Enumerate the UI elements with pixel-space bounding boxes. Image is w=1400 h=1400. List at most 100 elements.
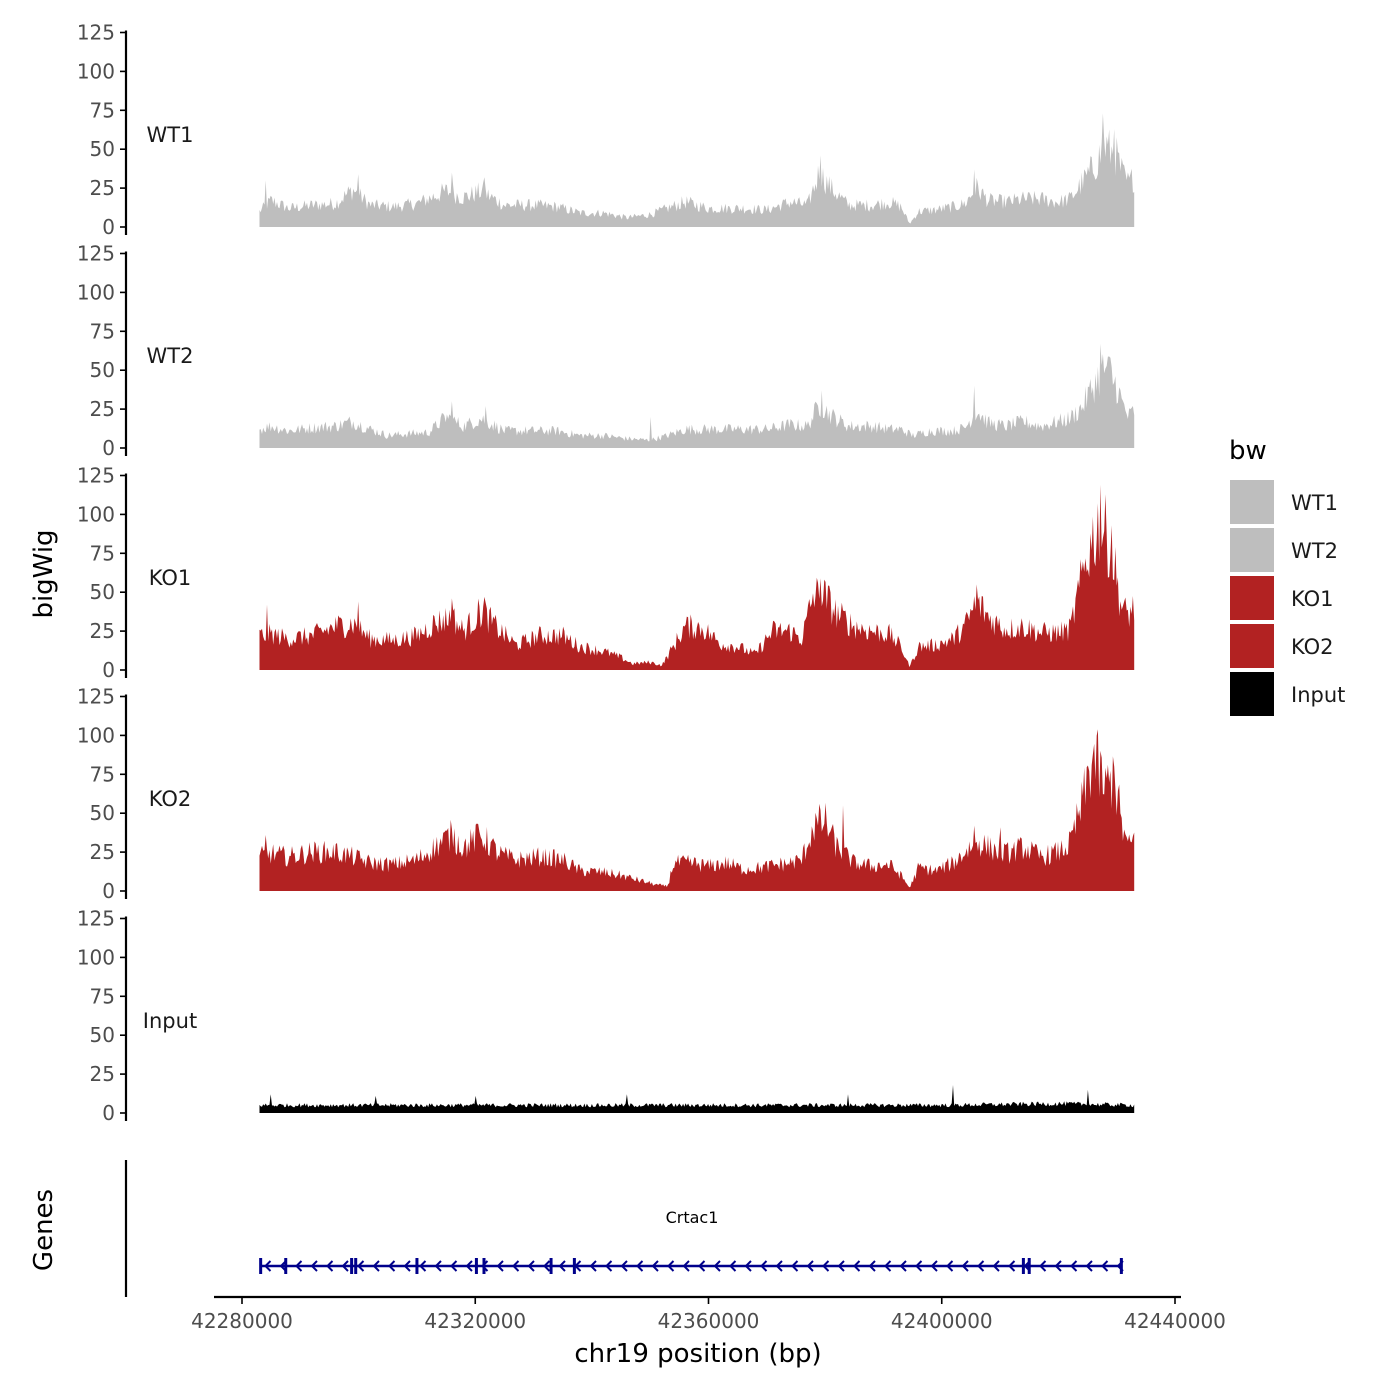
- x-axis: 42280000 42320000 42360000 42400000 42440000: [191, 1295, 1226, 1333]
- y-tick-label: 50: [90, 801, 115, 825]
- x-axis-title: chr19 position (bp): [574, 1339, 821, 1369]
- legend-key-ko2: [1230, 624, 1274, 668]
- signal-area-ko2: [259, 729, 1135, 891]
- gene-exon: [354, 1258, 358, 1274]
- strand-arrow: [837, 1260, 845, 1272]
- y-tick-label: 100: [77, 59, 115, 83]
- track-label: WT1: [147, 123, 194, 147]
- strand-arrow: [388, 1260, 396, 1272]
- y-tick-label: 75: [90, 319, 115, 343]
- track-wt2: 0 25 50 75 100 125 WT2: [77, 242, 1135, 460]
- strand-arrow: [1008, 1260, 1016, 1272]
- y-tick-label: 25: [90, 1062, 115, 1086]
- strand-arrow: [667, 1260, 675, 1272]
- strand-arrow: [450, 1260, 458, 1272]
- gene-exon: [572, 1258, 576, 1274]
- y-tick-label: 100: [77, 502, 115, 526]
- strand-arrow: [791, 1260, 799, 1272]
- y-tick-label: 0: [102, 658, 115, 682]
- strand-arrow: [713, 1260, 721, 1272]
- gene-exon: [1119, 1258, 1123, 1274]
- strand-arrow: [1101, 1260, 1109, 1272]
- gene-exon: [549, 1258, 553, 1274]
- strand-arrow: [605, 1260, 613, 1272]
- strand-arrow: [961, 1260, 969, 1272]
- strand-arrow: [1085, 1260, 1093, 1272]
- track-ko2: 0 25 50 75 100 125 KO2: [77, 685, 1135, 903]
- strand-arrow: [775, 1260, 783, 1272]
- x-tick-label: 42320000: [424, 1309, 526, 1333]
- legend-label: Input: [1291, 683, 1345, 707]
- strand-arrow: [295, 1260, 303, 1272]
- strand-arrow: [682, 1260, 690, 1272]
- legend-key-wt1: [1230, 480, 1274, 524]
- y-tick-label: 25: [90, 176, 115, 200]
- strand-arrow: [636, 1260, 644, 1272]
- gene-exon: [350, 1258, 354, 1274]
- strand-arrow: [884, 1260, 892, 1272]
- strand-arrow: [558, 1260, 566, 1272]
- track-label: Input: [143, 1009, 197, 1033]
- y-tick-label: 50: [90, 358, 115, 382]
- strand-arrow: [512, 1260, 520, 1272]
- strand-arrow: [527, 1260, 535, 1272]
- y-tick-label: 50: [90, 580, 115, 604]
- strand-arrow: [729, 1260, 737, 1272]
- y-tick-label: 75: [90, 762, 115, 786]
- track-wt1: 0 25 50 75 100 125 WT1: [77, 21, 1135, 239]
- strand-arrow: [1039, 1260, 1047, 1272]
- y-tick-label: 125: [77, 242, 115, 266]
- strand-arrow: [915, 1260, 923, 1272]
- strand-arrow: [326, 1260, 334, 1272]
- gene-exon: [474, 1258, 478, 1274]
- legend-label: KO1: [1291, 587, 1334, 611]
- y-tick-label: 125: [77, 21, 115, 45]
- tracks-layer: 0 25 50 75 100 125 WT1 0 25 50 75 100 125 WT2 0 25 50 75 1…: [77, 21, 1135, 1125]
- gene-exon: [1021, 1258, 1025, 1274]
- strand-arrow: [310, 1260, 318, 1272]
- strand-arrow: [341, 1260, 349, 1272]
- strand-arrow: [419, 1260, 427, 1272]
- y-tick-label: 50: [90, 1023, 115, 1047]
- y-tick-label: 125: [77, 685, 115, 709]
- legend-key-input: [1230, 672, 1274, 716]
- track-label: KO2: [149, 787, 192, 811]
- legend-label: WT2: [1291, 539, 1338, 563]
- strand-arrow: [264, 1260, 272, 1272]
- track-label: WT2: [147, 344, 194, 368]
- strand-arrow: [465, 1260, 473, 1272]
- x-tick-label: 42400000: [891, 1309, 993, 1333]
- strand-arrow: [372, 1260, 380, 1272]
- y-tick-label: 100: [77, 280, 115, 304]
- signal-area-ko1: [259, 484, 1135, 670]
- strand-arrow: [977, 1260, 985, 1272]
- strand-arrow: [481, 1260, 489, 1272]
- x-tick-label: 42280000: [191, 1309, 293, 1333]
- signal-area-input: [259, 1085, 1135, 1113]
- track-ko1: 0 25 50 75 100 125 KO1: [77, 464, 1135, 682]
- strand-arrow: [589, 1260, 597, 1272]
- y-tick-label: 0: [102, 1101, 115, 1125]
- gene-track: Crtac1: [124, 1160, 1124, 1297]
- strand-arrow: [698, 1260, 706, 1272]
- gene-exon: [259, 1258, 263, 1274]
- legend-label: KO2: [1291, 635, 1334, 659]
- y-tick-label: 25: [90, 619, 115, 643]
- gene-exon: [482, 1258, 486, 1274]
- strand-arrow: [899, 1260, 907, 1272]
- strand-arrow: [930, 1260, 938, 1272]
- strand-arrow: [403, 1260, 411, 1272]
- strand-arrow: [1070, 1260, 1078, 1272]
- strand-arrow: [543, 1260, 551, 1272]
- strand-arrow: [357, 1260, 365, 1272]
- legend: bw WT1 WT2 KO1 KO2 Input: [1229, 436, 1345, 716]
- strand-arrow: [620, 1260, 628, 1272]
- legend-key-ko1: [1230, 576, 1274, 620]
- legend-label: WT1: [1291, 491, 1338, 515]
- strand-arrow: [760, 1260, 768, 1272]
- legend-key-wt2: [1230, 528, 1274, 572]
- gene-name-label: Crtac1: [666, 1208, 719, 1227]
- y-tick-label: 100: [77, 945, 115, 969]
- y-tick-label: 75: [90, 984, 115, 1008]
